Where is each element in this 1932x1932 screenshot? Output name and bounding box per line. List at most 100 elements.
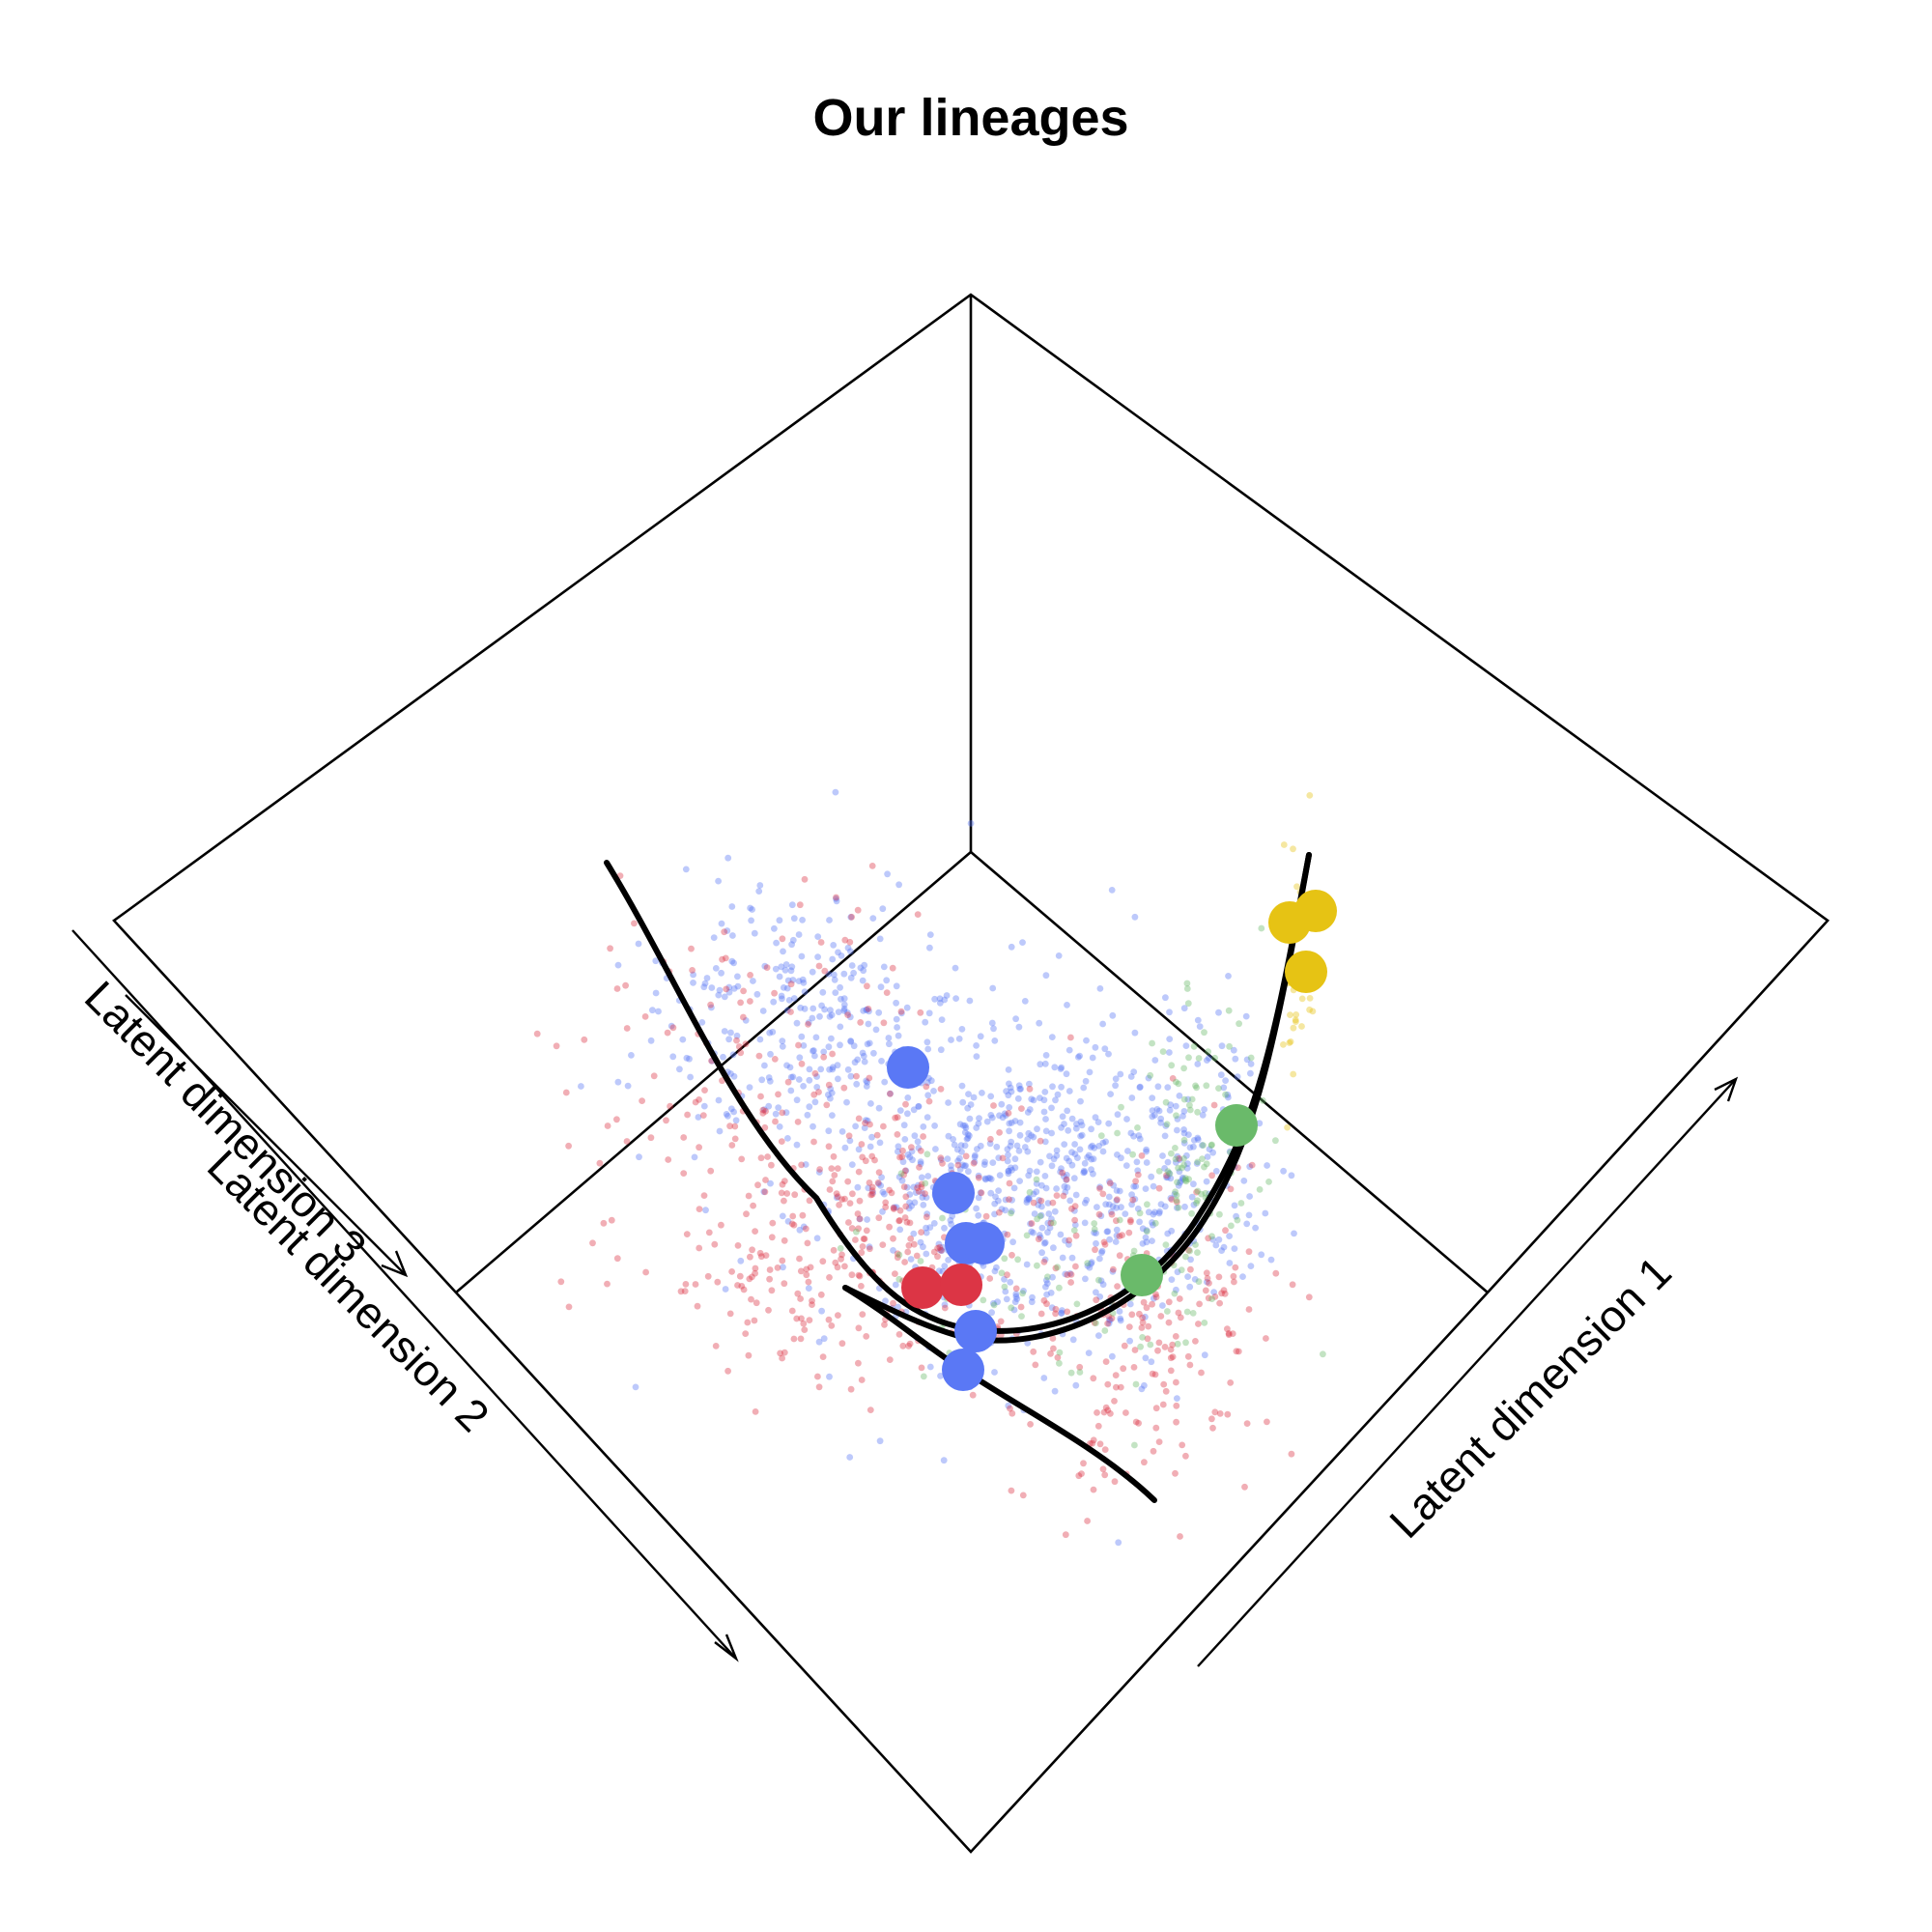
cell-point-blue xyxy=(786,1064,794,1071)
cell-point-blue xyxy=(838,995,844,1003)
cell-points xyxy=(533,788,1326,1547)
cell-point-red xyxy=(899,1147,906,1154)
cell-point-red xyxy=(793,1315,801,1322)
cell-point-blue xyxy=(727,1105,735,1113)
cell-point-red xyxy=(557,1278,565,1286)
cell-point-red xyxy=(1152,1293,1160,1301)
cell-point-blue xyxy=(959,1161,966,1169)
cell-point-red xyxy=(721,928,728,936)
cell-point-blue xyxy=(829,1064,837,1071)
cell-point-red xyxy=(757,1253,765,1261)
cell-point-red xyxy=(902,1100,909,1108)
cell-point-blue xyxy=(787,967,795,975)
cell-point-green xyxy=(1118,1103,1124,1111)
cell-point-blue xyxy=(848,962,856,969)
cell-point-blue xyxy=(723,1111,730,1118)
axis-x-arrowhead xyxy=(1714,1076,1739,1102)
cell-point-blue xyxy=(788,963,796,971)
cell-point-blue xyxy=(906,1153,914,1161)
cell-point-green xyxy=(1174,1340,1181,1348)
cell-point-blue xyxy=(936,999,944,1007)
cell-point-blue xyxy=(861,961,868,969)
cell-point-blue xyxy=(1128,1191,1135,1199)
cell-point-blue xyxy=(941,1301,949,1308)
cell-point-blue xyxy=(1222,1077,1229,1084)
cell-point-red xyxy=(1107,1410,1114,1417)
cell-point-green xyxy=(897,1170,905,1178)
cell-point-green xyxy=(1139,1334,1146,1341)
cell-point-red xyxy=(806,1317,813,1323)
cell-point-blue xyxy=(1225,973,1232,980)
cell-point-red xyxy=(680,1134,688,1141)
cell-point-blue xyxy=(863,1007,870,1013)
cell-point-blue xyxy=(975,1211,982,1219)
cell-point-blue xyxy=(983,1118,991,1125)
cell-point-red xyxy=(754,1181,761,1189)
cell-point-blue xyxy=(859,1049,867,1057)
cell-point-red xyxy=(1043,1300,1050,1308)
cell-point-blue xyxy=(1058,1083,1065,1091)
cell-point-blue xyxy=(1215,1009,1222,1016)
cell-point-blue xyxy=(1187,1256,1194,1264)
cell-point-blue xyxy=(1112,1238,1120,1245)
cell-point-blue xyxy=(999,1114,1007,1122)
cell-point-red xyxy=(1026,1085,1034,1093)
cell-point-blue xyxy=(893,999,899,1007)
cell-point-green xyxy=(1180,1155,1187,1162)
cell-point-blue xyxy=(880,963,888,971)
cell-point-blue xyxy=(1143,1146,1150,1153)
cell-point-blue xyxy=(1040,1096,1048,1104)
cell-point-blue xyxy=(1196,1023,1204,1030)
cell-point-blue xyxy=(977,1033,984,1040)
cell-point-red xyxy=(826,1186,834,1193)
cell-point-red xyxy=(1135,1419,1142,1427)
cell-point-red xyxy=(762,1177,769,1183)
cell-point-blue xyxy=(926,1224,934,1231)
cell-point-red xyxy=(779,1109,786,1117)
cell-point-blue xyxy=(1096,985,1104,992)
cell-point-yellow xyxy=(1286,1039,1293,1046)
cell-point-blue xyxy=(940,1457,948,1464)
cell-point-red xyxy=(781,1280,788,1288)
cell-point-blue xyxy=(936,1246,944,1254)
cell-point-green xyxy=(1134,1124,1141,1131)
cell-point-red xyxy=(858,1249,866,1257)
cell-point-blue xyxy=(964,1104,972,1112)
cell-point-red xyxy=(1143,1304,1151,1312)
cell-point-blue xyxy=(964,1131,972,1138)
cell-point-blue xyxy=(1097,1212,1105,1220)
cell-point-blue xyxy=(778,992,785,1000)
cell-point-blue xyxy=(767,1050,774,1058)
cell-point-blue xyxy=(1109,1011,1117,1019)
cell-point-blue xyxy=(1011,1164,1019,1172)
axis-z: Latent dimension 3 xyxy=(75,971,409,1278)
cell-point-red xyxy=(937,1154,945,1161)
cell-point-blue xyxy=(1030,1096,1037,1104)
cell-point-blue xyxy=(815,1338,823,1346)
cell-point-blue xyxy=(920,1202,927,1208)
cell-point-blue xyxy=(986,1175,994,1181)
cell-point-red xyxy=(918,1180,925,1188)
cell-point-blue xyxy=(850,969,857,977)
cell-point-green xyxy=(1023,1232,1031,1239)
cell-point-blue xyxy=(1177,1179,1183,1186)
cell-point-red xyxy=(834,1193,841,1201)
cell-point-red xyxy=(1052,1305,1060,1313)
cell-point-red xyxy=(901,1167,909,1175)
cell-point-red xyxy=(1037,1137,1044,1145)
cell-point-red xyxy=(1111,1478,1119,1486)
cell-point-red xyxy=(742,1330,750,1337)
cell-point-blue xyxy=(1110,1181,1118,1189)
cell-point-red xyxy=(914,1184,921,1192)
cell-point-blue xyxy=(977,1189,984,1196)
cell-point-red xyxy=(1090,1486,1097,1493)
cell-point-blue xyxy=(1044,1229,1051,1236)
cell-point-blue xyxy=(1159,1152,1166,1159)
cell-point-blue xyxy=(1141,1381,1148,1389)
cell-point-red xyxy=(684,1111,691,1119)
cell-point-blue xyxy=(986,1140,994,1148)
cell-point-blue xyxy=(1247,1069,1254,1077)
cell-point-red xyxy=(831,1172,838,1179)
cell-point-red xyxy=(1125,1229,1133,1236)
cell-point-blue xyxy=(1134,1167,1142,1175)
